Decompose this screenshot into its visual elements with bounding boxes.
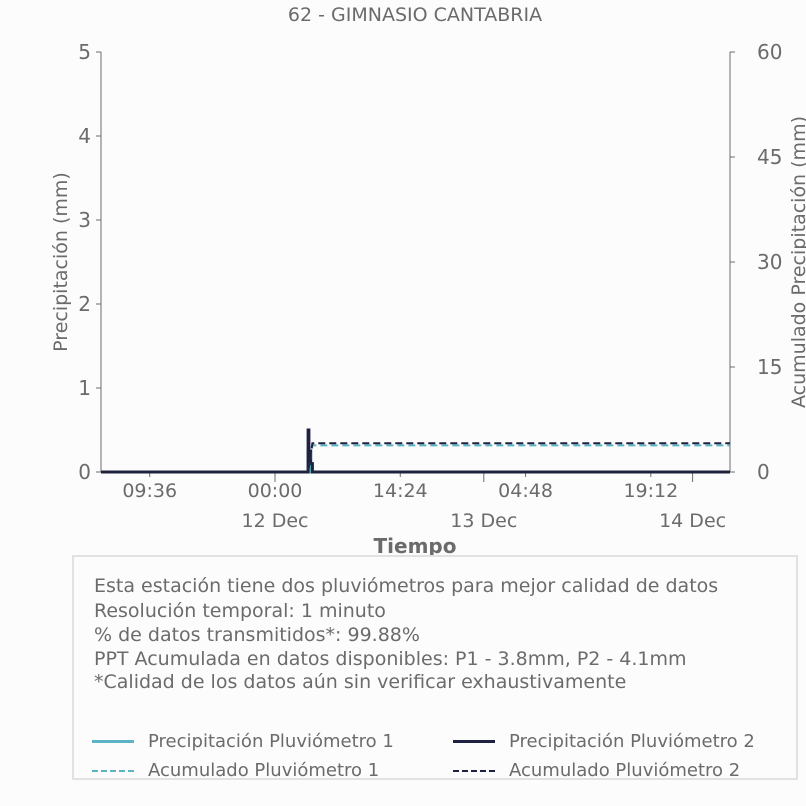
legend-label-precip-2: Precipitación Pluviómetro 2	[509, 731, 755, 752]
y-axis-left-label: Precipitación (mm)	[50, 172, 72, 352]
y-left-tick-label: 4	[78, 124, 91, 148]
y-right-tick-label: 0	[757, 460, 770, 484]
precipitation-chart: 62 - GIMNASIO CANTABRIA 0123450153045600…	[50, 4, 806, 558]
x-tick-label: 04:48	[498, 480, 553, 502]
series-line-1	[101, 449, 730, 474]
chart-title: 62 - GIMNASIO CANTABRIA	[288, 4, 542, 26]
x-tick-label: 00:00	[248, 480, 303, 502]
info-line-resolution: Resolución temporal: 1 minuto	[94, 600, 386, 622]
legend-item-precip-1: Precipitación Pluviómetro 1	[92, 731, 394, 752]
x-tick-date-label: 14 Dec	[659, 510, 726, 532]
series-line-2	[101, 428, 730, 474]
series-line-3	[101, 444, 730, 473]
series-line-4	[101, 442, 730, 473]
y-left-tick-label: 3	[78, 208, 91, 232]
x-tick-label: 19:12	[623, 480, 678, 502]
info-line-gauges: Esta estación tiene dos pluviómetros par…	[94, 575, 719, 597]
legend-item-precip-2: Precipitación Pluviómetro 2	[453, 731, 755, 752]
y-axis-right-label: Acumulado Precipitación (mm)	[788, 116, 806, 408]
y-left-tick-label: 5	[78, 40, 91, 64]
x-axis-label: Tiempo	[374, 534, 457, 558]
legend-swatch-accum-2	[453, 769, 495, 772]
legend-label-accum-1: Acumulado Pluviómetro 1	[148, 760, 380, 781]
legend-item-accum-1: Acumulado Pluviómetro 1	[92, 760, 379, 781]
legend-swatch-precip-1	[92, 740, 134, 743]
legend-swatch-accum-1	[92, 769, 134, 772]
x-tick-label: 09:36	[122, 480, 177, 502]
y-left-tick-label: 2	[78, 292, 91, 316]
y-left-tick-label: 1	[78, 376, 91, 400]
info-line-quality: *Calidad de los datos aún sin verificar …	[94, 671, 627, 693]
y-right-tick-label: 15	[757, 355, 782, 379]
x-tick-label: 14:24	[373, 480, 428, 502]
y-left-tick-label: 0	[78, 460, 91, 484]
legend-item-accum-2: Acumulado Pluviómetro 2	[453, 760, 740, 781]
x-tick-date-label: 12 Dec	[242, 510, 309, 532]
info-line-transmitted: % de datos transmitidos*: 99.88%	[94, 624, 420, 646]
y-right-tick-label: 30	[757, 250, 782, 274]
info-line-accumulated: PPT Acumulada en datos disponibles: P1 -…	[94, 648, 687, 670]
info-legend-box: Esta estación tiene dos pluviómetros par…	[72, 555, 798, 781]
y-right-tick-label: 45	[757, 145, 782, 169]
legend-label-accum-2: Acumulado Pluviómetro 2	[509, 760, 741, 781]
legend-label-precip-1: Precipitación Pluviómetro 1	[148, 731, 394, 752]
legend-swatch-precip-2	[453, 740, 495, 743]
y-right-tick-label: 60	[757, 40, 782, 64]
x-tick-date-label: 13 Dec	[450, 510, 517, 532]
